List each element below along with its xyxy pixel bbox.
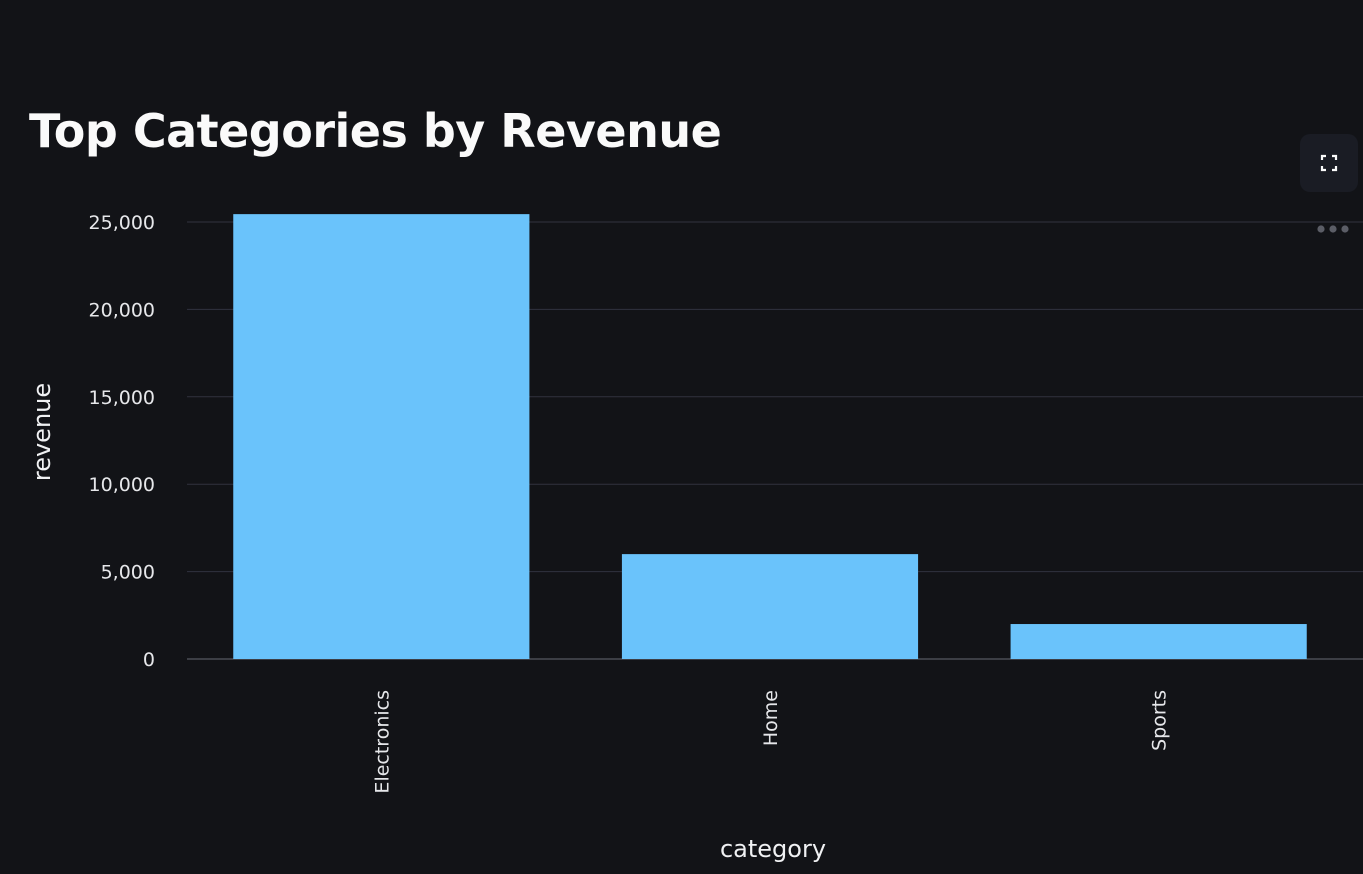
y-tick-label: 5,000 [101, 562, 155, 584]
more-horizontal-icon [1317, 225, 1349, 233]
chart-title: Top Categories by Revenue [29, 104, 722, 158]
y-tick-label: 10,000 [89, 474, 155, 496]
x-tick-label: Electronics [371, 690, 393, 794]
x-axis-ticks: Electronics Home Sports [371, 690, 1170, 794]
y-axis-title: revenue [28, 383, 56, 481]
more-options-button[interactable] [1312, 216, 1354, 242]
y-tick-label: 0 [143, 649, 155, 671]
fullscreen-button[interactable] [1300, 134, 1358, 192]
y-tick-label: 25,000 [89, 212, 155, 234]
fullscreen-icon [1320, 154, 1338, 172]
bar-electronics[interactable] [233, 214, 530, 659]
x-tick-label: Home [760, 690, 782, 746]
y-axis-ticks: 0 5,000 10,000 15,000 20,000 25,000 [89, 212, 155, 671]
y-tick-label: 15,000 [89, 387, 155, 409]
x-axis-title: category [720, 835, 826, 863]
bar-home[interactable] [621, 554, 919, 659]
bars-layer [233, 214, 1307, 659]
y-tick-label: 20,000 [89, 299, 155, 321]
x-tick-label: Sports [1149, 690, 1171, 751]
bar-sports[interactable] [1010, 624, 1307, 659]
